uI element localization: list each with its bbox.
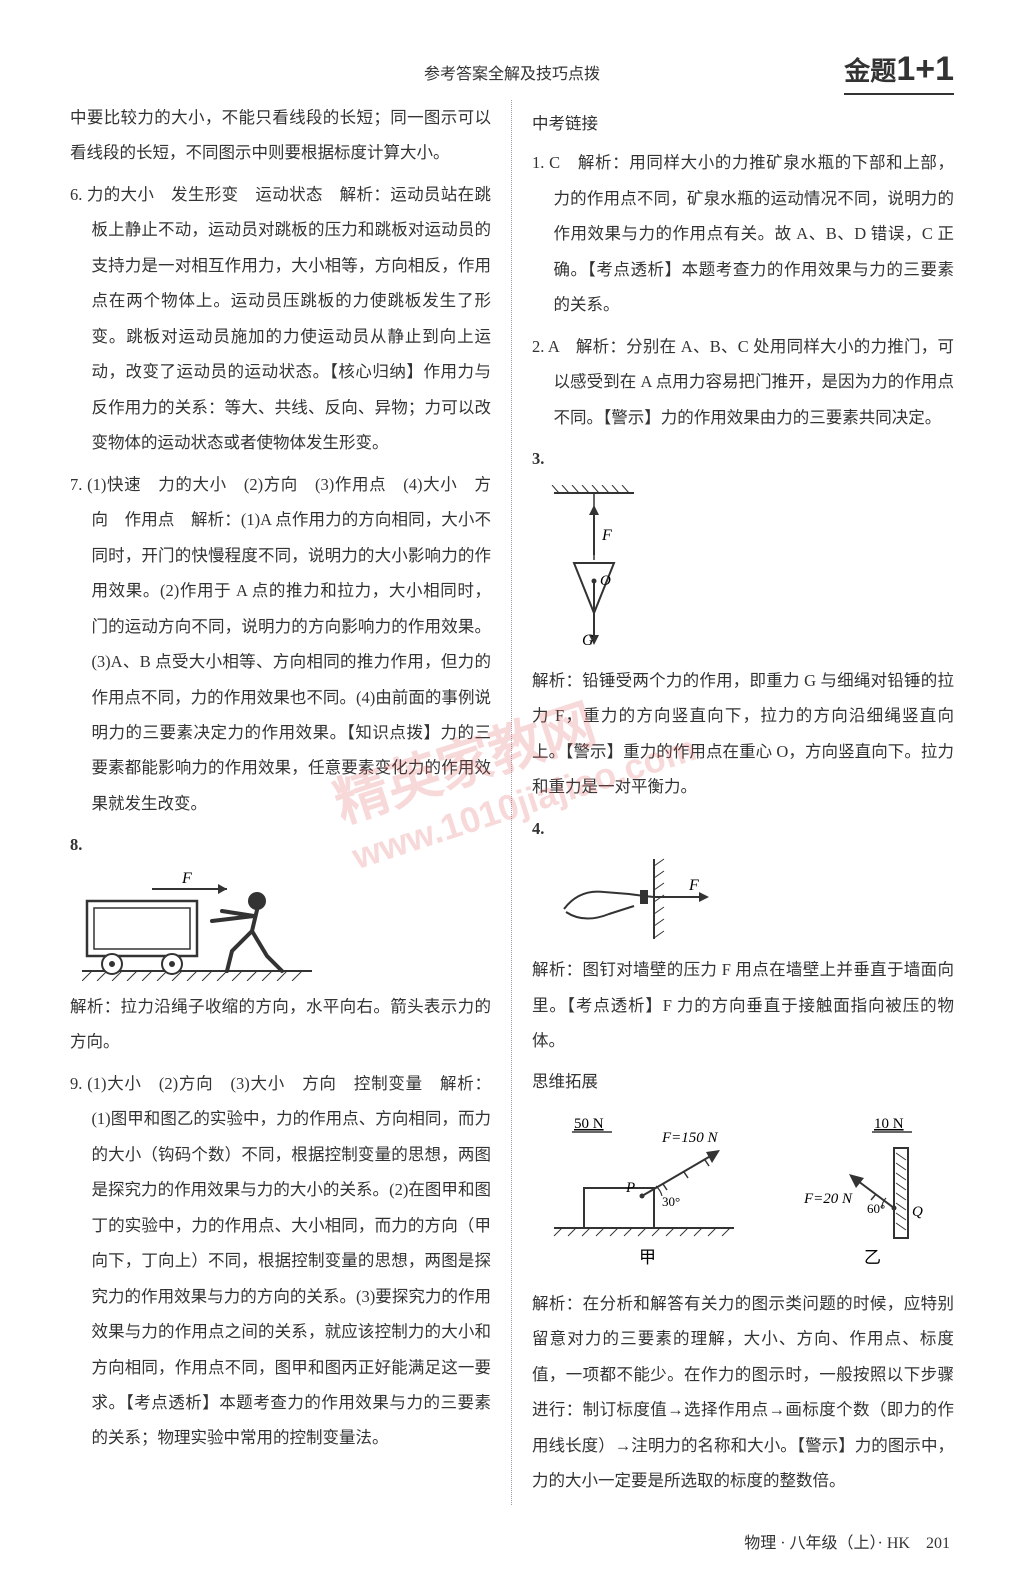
para-intro: 中要比较力的大小，不能只看线段的长短；同一图示可以看线段的长短，不同图示中则要根…: [70, 100, 491, 171]
svg-text:F=20 N: F=20 N: [803, 1191, 853, 1207]
brand-logo: 金题1+1: [844, 50, 954, 95]
q6: 6. 力的大小 发生形变 运动状态 解析：运动员站在跳板上静止不动，运动员对跳板…: [70, 177, 491, 461]
r3-caption: 解析：铅锤受两个力的作用，即重力 G 与细绳对铅锤的拉力 F，重力的方向竖直向下…: [532, 663, 954, 805]
r3-figure: F O G: [544, 485, 954, 655]
q8-label: 8.: [70, 835, 82, 854]
svg-text:乙: 乙: [864, 1248, 881, 1267]
q7: 7. (1)快速 力的大小 (2)方向 (3)作用点 (4)大小 方向 作用点 …: [70, 467, 491, 822]
svg-text:甲: 甲: [639, 1248, 656, 1267]
svg-text:G: G: [582, 632, 594, 649]
plumb-bob-icon: F O G: [544, 485, 664, 655]
r5-caption: 解析：在分析和解答有关力的图示类问题的时候，应特别留意对力的三要素的理解，大小、…: [532, 1286, 954, 1499]
q8-figure: F: [82, 871, 491, 981]
svg-text:Q: Q: [912, 1204, 923, 1220]
section-zhongkao: 中考链接: [532, 106, 954, 141]
q8-caption: 解析：拉力沿绳子收缩的方向，水平向右。箭头表示力的方向。: [70, 989, 491, 1060]
header-title: 参考答案全解及技巧点拨: [424, 60, 600, 84]
svg-text:P: P: [625, 1180, 635, 1196]
r4-figure: F: [544, 854, 954, 944]
r4-label: 4.: [532, 819, 544, 838]
r5-figure: 50 N: [544, 1108, 954, 1278]
r2: 2. A 解析：分别在 A、B、C 处用同样大小的力推门，可以感受到在 A 点用…: [532, 329, 954, 435]
q9: 9. (1)大小 (2)方向 (3)大小 方向 控制变量 解析：(1)图甲和图乙…: [70, 1066, 491, 1456]
left-column: 中要比较力的大小，不能只看线段的长短；同一图示可以看线段的长短，不同图示中则要根…: [70, 100, 491, 1505]
brand-text: 金题: [844, 56, 896, 86]
svg-text:F: F: [601, 527, 612, 544]
q8: 8.: [70, 827, 491, 1059]
r4: 4.: [532, 811, 954, 1059]
r3-label: 3.: [532, 449, 544, 468]
cart-push-icon: F: [82, 871, 312, 981]
svg-text:30°: 30°: [662, 1194, 680, 1209]
right-column: 中考链接 1. C 解析：用同样大小的力推矿泉水瓶的下部和上部，力的作用点不同，…: [511, 100, 954, 1505]
r4-caption: 解析：图钉对墙壁的压力 F 用点在墙壁上并垂直于墙面向里。【考点透析】F 力的方…: [532, 952, 954, 1058]
content-columns: 中要比较力的大小，不能只看线段的长短；同一图示可以看线段的长短，不同图示中则要根…: [70, 100, 954, 1505]
scale-left: 50 N: [574, 1116, 604, 1132]
brand-suffix: 1+1: [896, 50, 954, 88]
svg-text:F=150 N: F=150 N: [661, 1130, 719, 1146]
page: 参考答案全解及技巧点拨 金题1+1 精英家教网 www.1010jiajiao.…: [0, 0, 1024, 1593]
r3: 3.: [532, 441, 954, 804]
section-siwei: 思维拓展: [532, 1064, 954, 1099]
svg-text:F: F: [688, 877, 699, 894]
thumbtack-wall-icon: F: [544, 854, 734, 944]
fig8-F-label: F: [181, 871, 192, 887]
scale-right: 10 N: [874, 1116, 904, 1132]
force-diagram-pair-icon: 50 N: [544, 1108, 954, 1278]
svg-text:O: O: [600, 573, 611, 589]
svg-text:60°: 60°: [867, 1201, 885, 1216]
page-footer: 物理 · 八年级（上）· HK 201: [70, 1529, 954, 1553]
r1: 1. C 解析：用同样大小的力推矿泉水瓶的下部和上部，力的作用点不同，矿泉水瓶的…: [532, 145, 954, 322]
